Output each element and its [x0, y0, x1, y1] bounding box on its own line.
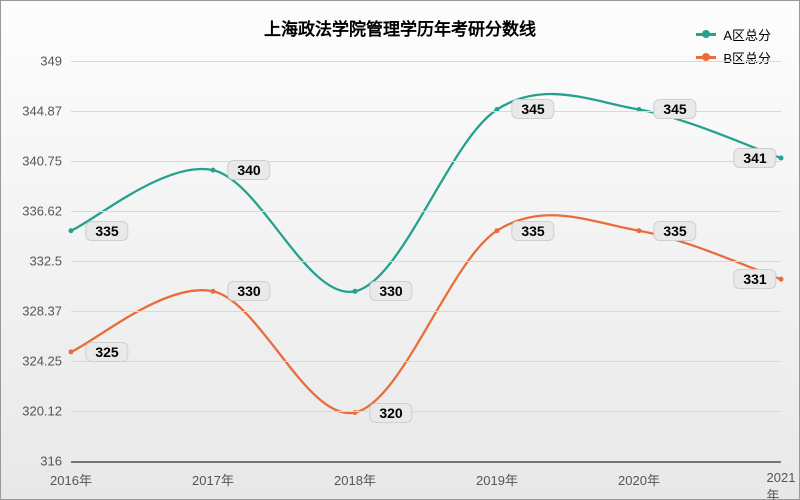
series-line: [71, 215, 781, 413]
chart-title: 上海政法学院管理学历年考研分数线: [264, 15, 536, 40]
y-gridline: [71, 361, 781, 362]
legend-swatch: [696, 33, 716, 36]
y-tick-label: 320.12: [22, 404, 71, 419]
series-marker: [211, 168, 216, 173]
y-gridline: [71, 161, 781, 162]
x-tick-label: 2018年: [334, 461, 376, 489]
y-tick-label: 324.25: [22, 354, 71, 369]
data-label: 330: [369, 281, 412, 301]
data-label: 340: [227, 160, 270, 180]
y-tick-label: 332.5: [29, 254, 71, 269]
series-marker: [69, 228, 74, 233]
data-label: 331: [733, 269, 776, 289]
x-tick-label: 2021年: [767, 461, 796, 500]
y-gridline: [71, 411, 781, 412]
data-label: 335: [653, 221, 696, 241]
plot-area: 316320.12324.25328.37332.5336.62340.7534…: [71, 61, 781, 461]
x-tick-label: 2016年: [50, 461, 92, 489]
data-label: 335: [511, 221, 554, 241]
series-marker: [779, 277, 784, 282]
data-label: 320: [369, 403, 412, 423]
data-label: 341: [733, 148, 776, 168]
data-label: 345: [653, 99, 696, 119]
chart-container: 上海政法学院管理学历年考研分数线 A区总分B区总分 316320.12324.2…: [0, 0, 800, 500]
y-tick-label: 349: [40, 54, 71, 69]
legend-dot-icon: [702, 30, 710, 38]
x-tick-label: 2017年: [192, 461, 234, 489]
legend-swatch: [696, 56, 716, 59]
legend-label: A区总分: [723, 25, 771, 44]
data-label: 330: [227, 281, 270, 301]
series-marker: [353, 289, 358, 294]
data-label: 345: [511, 99, 554, 119]
data-label: 325: [85, 342, 128, 362]
y-gridline: [71, 211, 781, 212]
y-tick-label: 344.87: [22, 104, 71, 119]
y-tick-label: 340.75: [22, 154, 71, 169]
y-tick-label: 336.62: [22, 204, 71, 219]
legend-item: A区总分: [696, 25, 771, 44]
series-marker: [211, 289, 216, 294]
x-tick-label: 2020年: [618, 461, 660, 489]
series-marker: [779, 155, 784, 160]
y-gridline: [71, 61, 781, 62]
series-line: [71, 94, 781, 292]
y-gridline: [71, 311, 781, 312]
series-marker: [637, 228, 642, 233]
data-label: 335: [85, 221, 128, 241]
series-marker: [495, 228, 500, 233]
y-tick-label: 328.37: [22, 304, 71, 319]
y-gridline: [71, 261, 781, 262]
x-tick-label: 2019年: [476, 461, 518, 489]
y-gridline: [71, 461, 781, 463]
